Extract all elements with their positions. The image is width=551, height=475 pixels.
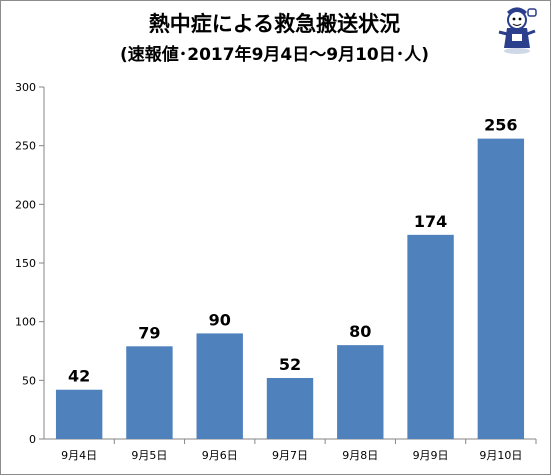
x-tick-label: 9月6日 (202, 449, 238, 462)
bar-data-label: 52 (279, 355, 301, 374)
y-tick-label: 100 (15, 316, 36, 329)
y-tick-label: 300 (15, 81, 36, 94)
bar-data-label: 174 (414, 212, 447, 231)
bar-data-label: 79 (138, 323, 160, 342)
bar-data-label: 256 (484, 116, 517, 135)
y-tick-label: 50 (22, 374, 36, 387)
y-tick-label: 0 (29, 433, 36, 446)
x-tick-label: 9月5日 (131, 449, 167, 462)
bar (196, 333, 243, 439)
mascot-character-icon (498, 7, 537, 54)
bar-data-label: 42 (68, 367, 90, 386)
bar (477, 138, 525, 440)
bar (266, 377, 314, 439)
bar (337, 345, 384, 439)
bar-data-label: 90 (209, 310, 231, 329)
x-tick-label: 9月9日 (413, 449, 449, 462)
y-tick-label: 200 (15, 198, 36, 211)
chart-title: 熱中症による救急搬送状況 (148, 12, 401, 36)
bar (55, 389, 103, 439)
x-tick-label: 9月7日 (272, 449, 308, 462)
x-tick-label: 9月4日 (61, 449, 97, 462)
y-tick-label: 250 (15, 140, 36, 153)
bar (126, 346, 173, 439)
bar-data-label: 80 (349, 322, 371, 341)
chart-subtitle: (速報値･2017年9月4日～9月10日･人) (120, 45, 429, 65)
bar (407, 234, 454, 439)
x-tick-label: 9月10日 (479, 449, 522, 462)
x-tick-label: 9月8日 (342, 449, 378, 462)
y-tick-label: 150 (15, 257, 36, 270)
